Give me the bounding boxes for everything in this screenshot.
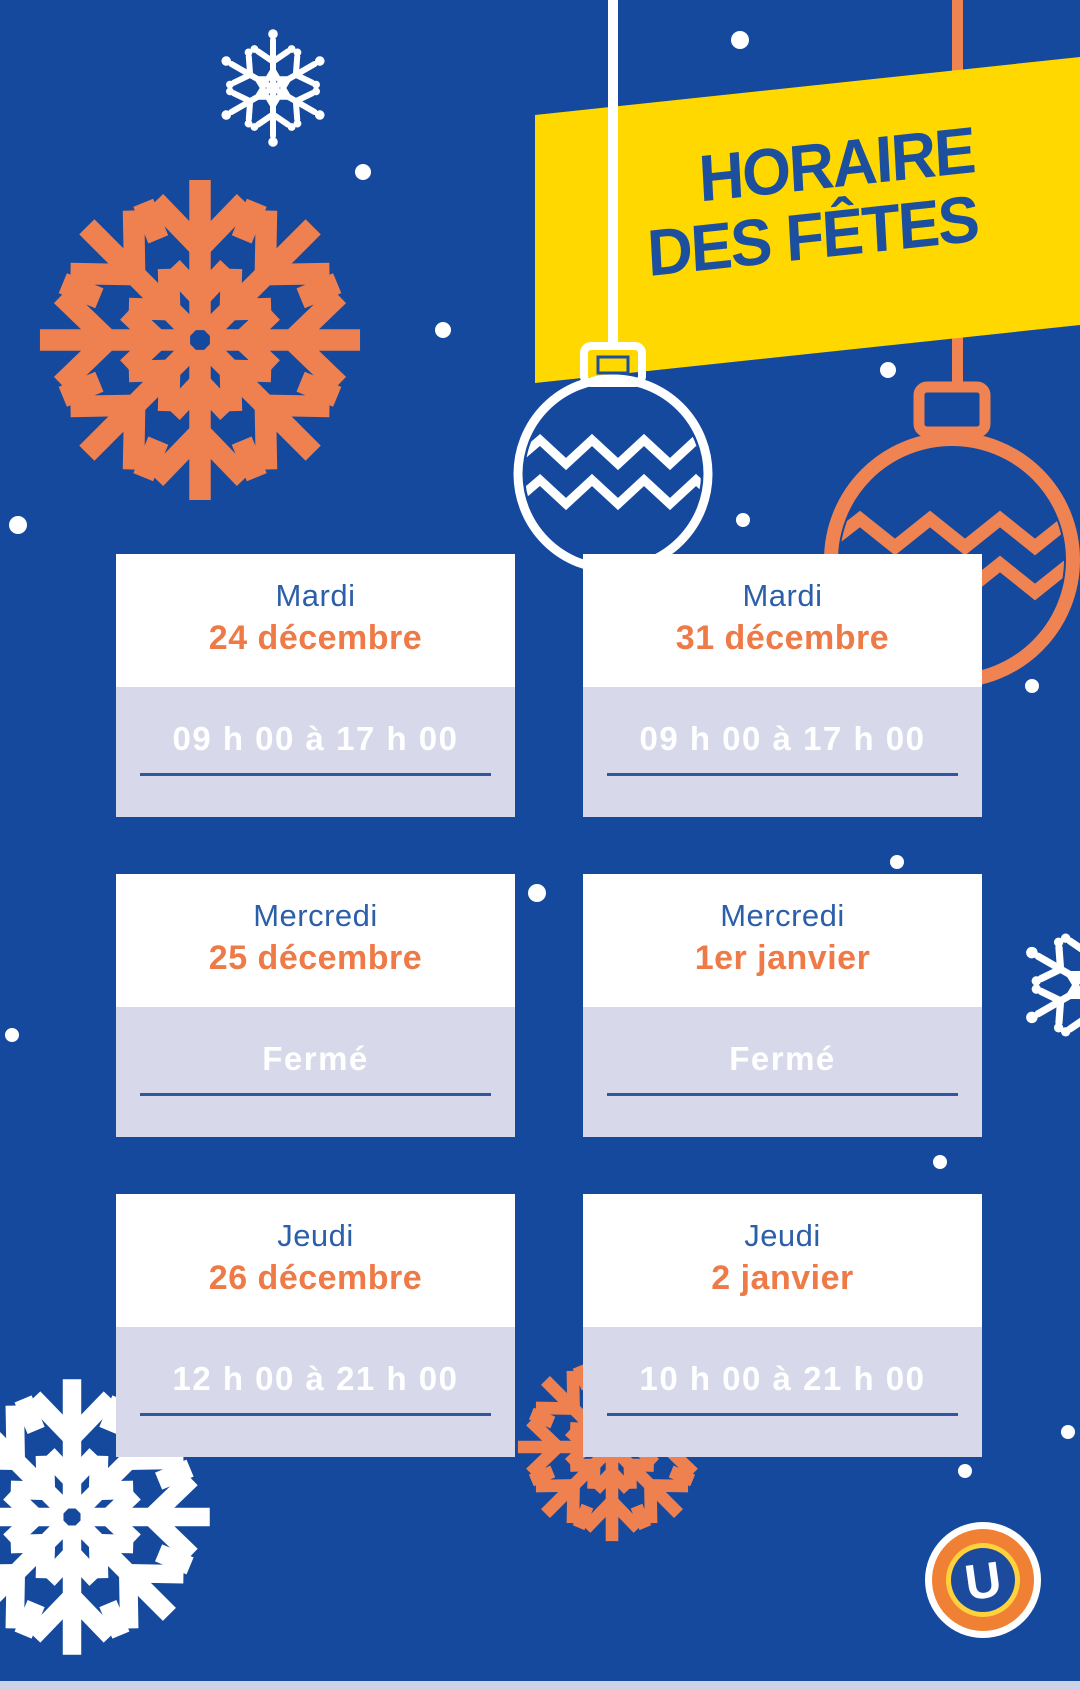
title-banner <box>535 57 1080 383</box>
card-rule <box>140 773 491 776</box>
schedule-card: Jeudi 2 janvier 10 h 00 à 21 h 00 <box>583 1194 982 1457</box>
card-hours: 09 h 00 à 17 h 00 <box>172 720 459 757</box>
card-rule <box>140 1093 491 1096</box>
card-date: 2 janvier <box>711 1259 854 1297</box>
schedule-card: Mardi 31 décembre 09 h 00 à 17 h 00 <box>583 554 982 817</box>
card-hours: Fermé <box>262 1040 369 1077</box>
card-rule <box>607 1413 958 1416</box>
card-day: Mardi <box>742 578 823 613</box>
card-day: Mercredi <box>720 898 845 933</box>
snowflake-icon <box>40 180 360 500</box>
card-day: Jeudi <box>277 1218 354 1253</box>
card-hours: 09 h 00 à 17 h 00 <box>639 720 926 757</box>
card-date: 25 décembre <box>208 939 423 977</box>
schedule-card: Jeudi 26 décembre 12 h 00 à 21 h 00 <box>116 1194 515 1457</box>
schedule-card: Mercredi 1er janvier Fermé <box>583 874 982 1137</box>
card-date: 31 décembre <box>675 619 890 657</box>
card-date: 26 décembre <box>208 1259 423 1297</box>
card-rule <box>140 1413 491 1416</box>
card-hours: 10 h 00 à 21 h 00 <box>639 1360 926 1397</box>
snow-dots <box>5 31 1075 1478</box>
card-day: Mercredi <box>253 898 378 933</box>
store-logo: U <box>925 1522 1041 1638</box>
schedule-card: Mercredi 25 décembre Fermé <box>116 874 515 1137</box>
card-hours: Fermé <box>729 1040 836 1077</box>
card-date: 1er janvier <box>694 939 871 977</box>
card-day: Jeudi <box>744 1218 821 1253</box>
logo-letter: U <box>961 1551 1005 1611</box>
card-rule <box>607 773 958 776</box>
card-hours: 12 h 00 à 21 h 00 <box>172 1360 459 1397</box>
snowflake-icon <box>211 29 335 147</box>
card-rule <box>607 1093 958 1096</box>
bottom-strip <box>0 1681 1080 1690</box>
card-day: Mardi <box>275 578 356 613</box>
card-date: 24 décembre <box>208 619 423 657</box>
schedule-card: Mardi 24 décembre 09 h 00 à 17 h 00 <box>116 554 515 817</box>
snowflake-icon <box>1013 914 1080 1055</box>
